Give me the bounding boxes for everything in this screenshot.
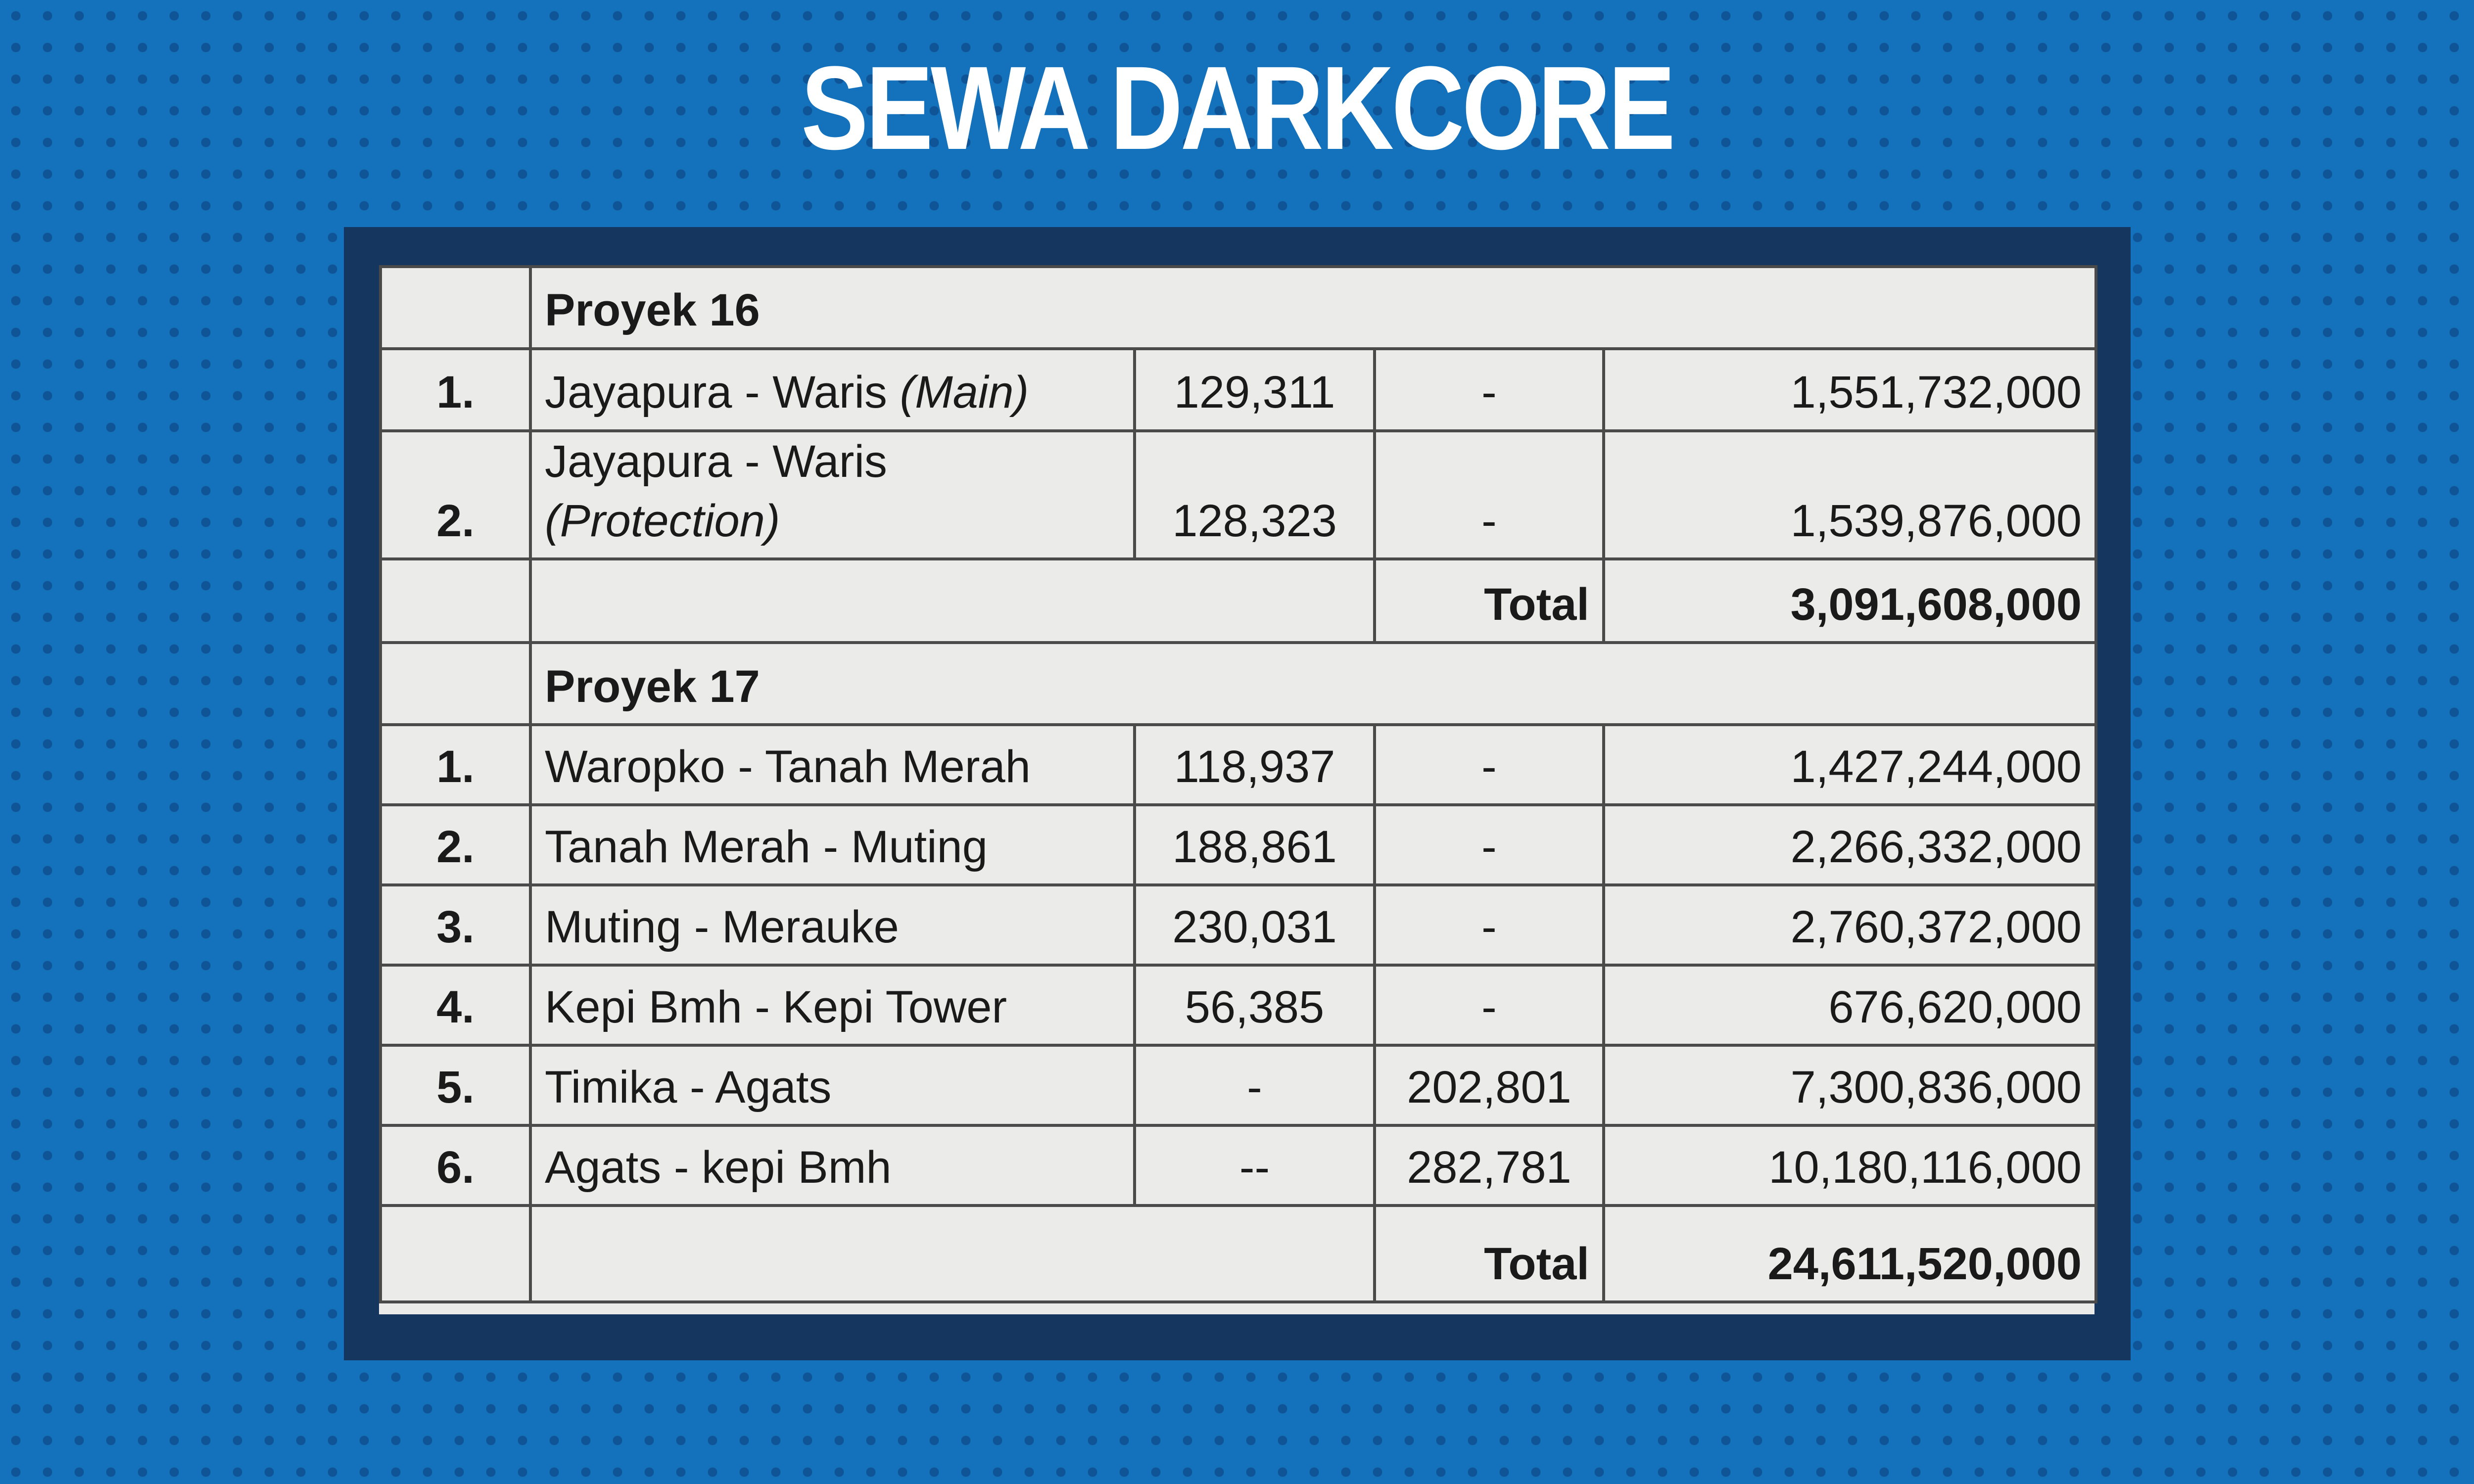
quantity-1: -- <box>1133 1124 1376 1207</box>
row-number: 5. <box>379 1044 532 1127</box>
route-cell: Jayapura - Waris (Protection) <box>529 429 1136 561</box>
section-row: Proyek 17 <box>379 641 2098 727</box>
route: Agats - kepi Bmh <box>545 1142 892 1193</box>
quantity-2: - <box>1373 429 1605 561</box>
table-sheet: Proyek 16 1. Jayapura - Waris (Main) 129,31… <box>379 265 2098 1314</box>
cell <box>379 265 532 350</box>
total-row: Total 24,611,520,000 <box>379 1204 2098 1304</box>
total-amount: 3,091,608,000 <box>1602 557 2098 645</box>
route: Jayapura - Waris <box>545 436 887 487</box>
route-cell: Jayapura - Waris (Main) <box>529 347 1136 432</box>
quantity-1: - <box>1133 1044 1376 1127</box>
row-number: 2. <box>379 429 532 561</box>
page-title: SEWA DARKCORE <box>801 42 1675 174</box>
quantity-2: - <box>1373 964 1605 1047</box>
quantity-2: 202,801 <box>1373 1044 1605 1127</box>
section-title: Proyek 17 <box>528 641 2098 727</box>
row-number: 1. <box>379 723 532 807</box>
cell <box>379 641 532 727</box>
quantity-2: 282,781 <box>1373 1124 1605 1207</box>
data-row: 4. Kepi Bmh - Kepi Tower 56,385-676,620,00… <box>379 964 2098 1047</box>
section-row: Proyek 16 <box>379 265 2098 350</box>
data-row: 3. Muting - Merauke 230,031-2,760,372,000 <box>379 883 2098 967</box>
route-qualifier: (Main) <box>900 367 1029 418</box>
route-cell: Waropko - Tanah Merah <box>529 723 1136 807</box>
route-qualifier: (Protection) <box>545 495 780 546</box>
total-amount: 24,611,520,000 <box>1602 1204 2098 1304</box>
total-label: Total <box>1373 1204 1605 1304</box>
route: Jayapura - Waris <box>545 367 887 418</box>
table-frame: Proyek 16 1. Jayapura - Waris (Main) 129,31… <box>344 227 2131 1360</box>
data-row: 5. Timika - Agats -202,801 7,300,836,000 <box>379 1044 2098 1127</box>
total-row: Total 3,091,608,000 <box>379 557 2098 645</box>
route-cell: Tanah Merah - Muting <box>529 803 1136 887</box>
row-number: 4. <box>379 964 532 1047</box>
route: Waropko - Tanah Merah <box>545 741 1031 792</box>
route-cell: Muting - Merauke <box>529 883 1136 967</box>
amount: 676,620,000 <box>1602 964 2098 1047</box>
data-row: 6. Agats - kepi Bmh -- 282,781 10,180,116,00… <box>379 1124 2098 1207</box>
cell <box>529 557 1376 645</box>
table-body: Proyek 16 1. Jayapura - Waris (Main) 129,31… <box>379 265 2098 1304</box>
data-row: 2. Jayapura - Waris (Protection) 128,323-1… <box>379 429 2098 561</box>
quantity-2: - <box>1373 347 1605 432</box>
quantity-1: 188,861 <box>1133 803 1376 887</box>
amount: 2,266,332,000 <box>1602 803 2098 887</box>
amount: 1,551,732,000 <box>1602 347 2098 432</box>
quantity-2: - <box>1373 723 1605 807</box>
quantity-1: 230,031 <box>1133 883 1376 967</box>
amount: 7,300,836,000 <box>1602 1044 2098 1127</box>
route: Muting - Merauke <box>545 901 899 952</box>
row-number: 1. <box>379 347 532 432</box>
total-label: Total <box>1373 557 1605 645</box>
quantity-1: 118,937 <box>1133 723 1376 807</box>
route-cell: Timika - Agats <box>529 1044 1136 1127</box>
quantity-1: 56,385 <box>1133 964 1376 1047</box>
data-row: 2. Tanah Merah - Muting 188,861-2,266,332,… <box>379 803 2098 887</box>
amount: 1,539,876,000 <box>1602 429 2098 561</box>
cell <box>379 1204 532 1304</box>
data-row: 1. Jayapura - Waris (Main) 129,311-1,551,7… <box>379 347 2098 432</box>
quantity-1: 128,323 <box>1133 429 1376 561</box>
amount: 10,180,116,000 <box>1602 1124 2098 1207</box>
amount: 1,427,244,000 <box>1602 723 2098 807</box>
row-number: 2. <box>379 803 532 887</box>
route: Kepi Bmh - Kepi Tower <box>545 981 1007 1032</box>
data-row: 1. Waropko - Tanah Merah 118,937-1,427,244… <box>379 723 2098 807</box>
cell <box>379 557 532 645</box>
cell <box>529 1204 1376 1304</box>
quantity-2: - <box>1373 803 1605 887</box>
quantity-2: - <box>1373 883 1605 967</box>
route: Timika - Agats <box>545 1062 832 1113</box>
cost-table: Proyek 16 1. Jayapura - Waris (Main) 129,31… <box>379 265 2098 1304</box>
row-number: 6. <box>379 1124 532 1207</box>
route-cell: Agats - kepi Bmh <box>529 1124 1136 1207</box>
row-number: 3. <box>379 883 532 967</box>
route: Tanah Merah - Muting <box>545 821 988 872</box>
amount: 2,760,372,000 <box>1602 883 2098 967</box>
route-cell: Kepi Bmh - Kepi Tower <box>529 964 1136 1047</box>
section-title: Proyek 16 <box>528 265 2098 350</box>
quantity-1: 129,311 <box>1133 347 1376 432</box>
